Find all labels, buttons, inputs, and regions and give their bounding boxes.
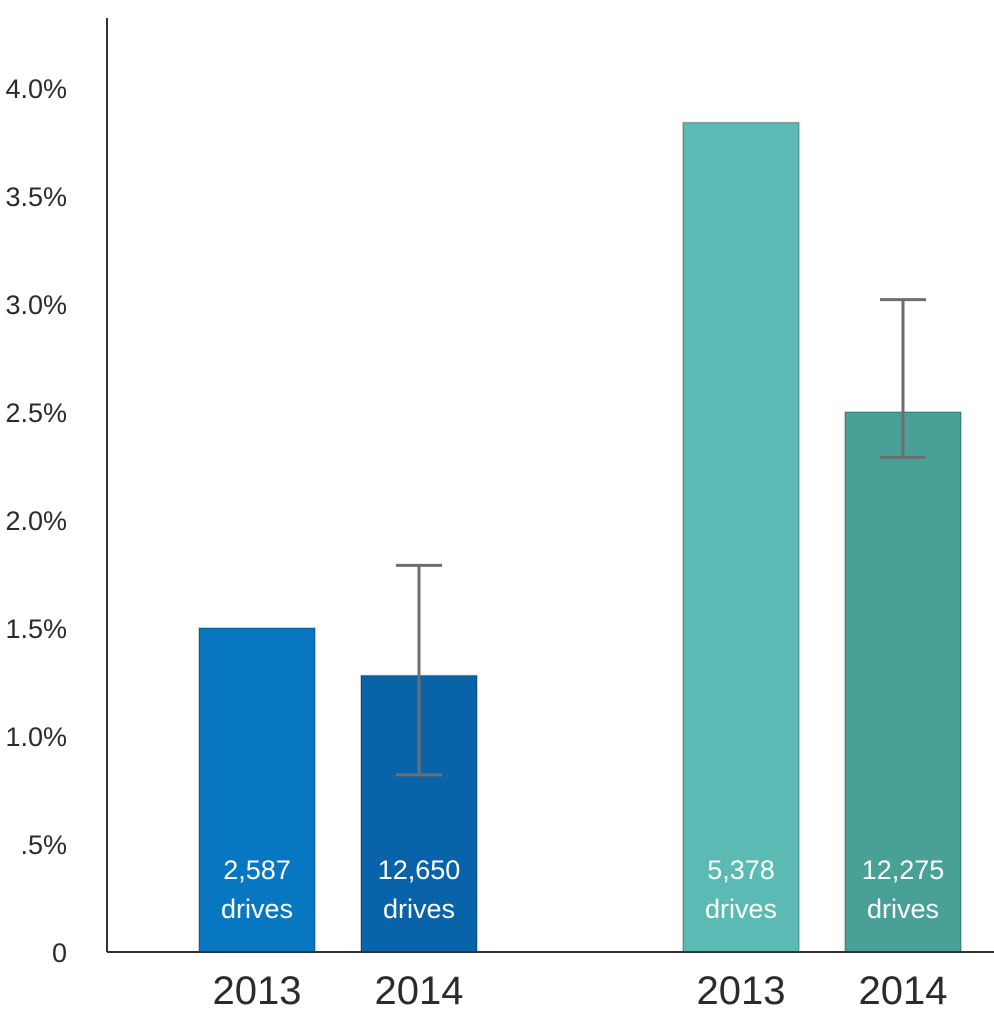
bar-data-label-unit: drives bbox=[867, 894, 939, 924]
y-tick-label: .5% bbox=[20, 830, 67, 860]
bar-data-label-count: 12,275 bbox=[862, 855, 945, 885]
y-tick-labels: 0 .5% 1.0% 1.5% 2.0% 2.5% 3.0% 3.5% 4.0% bbox=[5, 74, 67, 968]
y-tick-label: 4.0% bbox=[5, 74, 67, 104]
category-labels: 2013 2014 2013 2014 bbox=[213, 969, 948, 1012]
y-tick-label: 0 bbox=[52, 938, 67, 968]
y-tick-label: 3.5% bbox=[5, 182, 67, 212]
x-category-label: 2014 bbox=[859, 969, 948, 1012]
y-tick-label: 1.5% bbox=[5, 614, 67, 644]
bar-data-label-count: 5,378 bbox=[707, 855, 775, 885]
bar-data-label-unit: drives bbox=[383, 894, 455, 924]
x-category-label: 2013 bbox=[697, 969, 786, 1012]
y-tick-label: 3.0% bbox=[5, 290, 67, 320]
x-category-label: 2014 bbox=[375, 969, 464, 1012]
error-bars bbox=[396, 298, 926, 777]
data-labels: 2,587 drives 12,650 drives 5,378 drives 12,275… bbox=[221, 855, 944, 924]
y-tick-label: 2.0% bbox=[5, 506, 67, 536]
bar bbox=[198, 627, 316, 953]
y-tick-label: 2.5% bbox=[5, 398, 67, 428]
bar-data-label-count: 12,650 bbox=[378, 855, 461, 885]
bar bbox=[682, 121, 800, 953]
bar-data-label-unit: drives bbox=[705, 894, 777, 924]
bar-data-label-unit: drives bbox=[221, 894, 293, 924]
bar-data-label-count: 2,587 bbox=[223, 855, 291, 885]
bars bbox=[198, 121, 962, 953]
x-category-label: 2013 bbox=[213, 969, 302, 1012]
y-tick-label: 1.0% bbox=[5, 722, 67, 752]
